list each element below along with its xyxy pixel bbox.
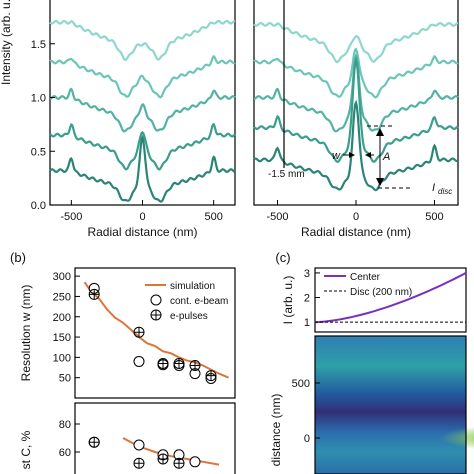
- e-pulse-cross: [158, 358, 168, 369]
- a-left-profile-line: [49, 134, 236, 203]
- heatmap-hotspot: [380, 426, 474, 450]
- e-pulse-point: [157, 357, 169, 369]
- c-top-y-tick-label: 1: [304, 317, 310, 329]
- a-left-y-tick-label: 0.0: [31, 200, 46, 212]
- b-bottom-y-tick-label: 80: [59, 419, 71, 431]
- c-bottom-y-tick-label: 0: [304, 433, 310, 445]
- a-left-profile-line: [49, 87, 236, 133]
- b-top-y-tick-label: 150: [53, 332, 71, 344]
- e-pulse-cross: [151, 310, 161, 320]
- b-top-y-tick-label: 50: [59, 373, 71, 385]
- legend-simulation-label: simulation: [170, 281, 215, 292]
- e-pulse-cross: [158, 454, 168, 464]
- e-pulse-cross: [134, 327, 144, 338]
- e-pulse-cross: [89, 437, 100, 448]
- e-pulse-point: [88, 288, 100, 300]
- disc-intensity-label: I: [432, 182, 435, 194]
- a-right-profile-line: [253, 21, 459, 64]
- e-pulse-cross: [134, 458, 144, 469]
- a-right-x-tick-label: -500: [267, 211, 289, 223]
- a-right-profile-line: [253, 56, 459, 163]
- b-top-y-tick-label: 200: [53, 312, 71, 324]
- a-left-y-tick-label: 1.0: [31, 93, 46, 105]
- cont-ebeam-point: [133, 355, 145, 367]
- center-line: [314, 272, 467, 324]
- legend-e-pulses-label: e-pulses: [170, 311, 208, 322]
- distance-label: -1.5 mm: [268, 169, 305, 180]
- b-bottom-y-axis-label: st C, %: [19, 430, 33, 469]
- e-pulse-cross: [174, 458, 184, 469]
- b-top-y-tick-label: 250: [53, 291, 71, 303]
- a-left-profile-line: [49, 122, 236, 171]
- disc-intensity-subscript: disc: [438, 187, 452, 196]
- a-right-profile-line: [253, 53, 459, 133]
- legend-cont-ebeam-swatch: [150, 294, 162, 306]
- b-bottom-e-pulse-point: [173, 457, 185, 469]
- width-label: w: [332, 150, 341, 162]
- a-left-x-tick-label: -500: [60, 211, 82, 223]
- b-top-y-axis-label: Resolution w (nm): [19, 285, 33, 382]
- a-left-y-tick-label: 0.5: [31, 146, 46, 158]
- legend-cont-ebeam-label: cont. e-beam: [170, 296, 228, 307]
- b-top-y-tick-label: 300: [53, 271, 71, 283]
- a-left-x-tick-label: 500: [204, 211, 222, 223]
- heatmap-image: [315, 336, 466, 474]
- e-pulse-point: [189, 360, 201, 371]
- b-top-frame: [74, 267, 236, 399]
- b-bottom-y-tick-label: 60: [59, 447, 71, 459]
- amplitude-label: A: [382, 151, 390, 163]
- e-pulse-point: [205, 370, 217, 382]
- width-arrowheads: [349, 152, 371, 158]
- e-pulse-point: [173, 357, 185, 369]
- a-left-profile-line: [49, 54, 236, 99]
- simulation-line: [83, 281, 229, 379]
- c-top-y-tick-label: 3: [304, 268, 310, 280]
- b-bottom-frame: [74, 402, 236, 474]
- a-right-x-tick-label: 0: [353, 211, 359, 223]
- b-bottom-cont-ebeam-point: [189, 456, 201, 468]
- a-left-y-tick-label: 1.5: [31, 39, 46, 51]
- e-pulse-point: [133, 326, 145, 338]
- b-bottom-e-pulse-point: [133, 457, 145, 469]
- a-right-x-axis-label: Radial distance (nm): [301, 225, 411, 239]
- e-pulse-cross: [206, 370, 216, 381]
- e-pulse-cross: [174, 358, 184, 369]
- b-bottom-cont-ebeam-point: [133, 439, 145, 451]
- c-bottom-frame: [314, 335, 467, 474]
- c-top-y-axis-label: I (arb. u.): [281, 276, 295, 325]
- panel-c-label: (c): [275, 250, 290, 265]
- legend-e-pulses-swatch: [150, 309, 162, 321]
- b-bottom-e-pulse-point: [157, 453, 169, 465]
- c-bottom-y-tick-label: 500: [292, 378, 310, 390]
- a-left-profile-line: [49, 19, 236, 62]
- e-pulse-cross: [89, 289, 100, 300]
- panel-b-label: (b): [10, 250, 26, 265]
- a-right-x-tick-label: 500: [425, 211, 443, 223]
- c-top-y-tick-label: 2: [304, 293, 310, 305]
- legend-disc-label: Disc (200 nm): [350, 287, 412, 298]
- c-bottom-y-axis-label: distance (nm): [269, 394, 283, 467]
- b-top-y-tick-label: 100: [53, 352, 71, 364]
- a-right-profile-line: [253, 99, 459, 192]
- c-top-frame: [314, 267, 467, 333]
- a-left-x-tick-label: 0: [139, 211, 145, 223]
- legend-center-label: Center: [350, 272, 381, 283]
- e-pulse-cross: [190, 360, 200, 371]
- a-right-profile-line: [253, 47, 459, 99]
- a-left-x-axis-label: Radial distance (nm): [87, 225, 197, 239]
- a-left-y-axis-label: Intensity (arb. u.): [0, 0, 13, 85]
- b-bottom-e-pulse-point: [88, 436, 100, 448]
